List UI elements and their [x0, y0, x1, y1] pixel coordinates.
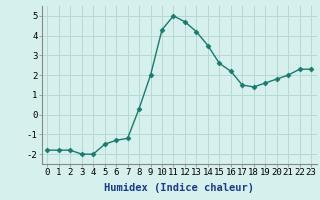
X-axis label: Humidex (Indice chaleur): Humidex (Indice chaleur)	[104, 183, 254, 193]
